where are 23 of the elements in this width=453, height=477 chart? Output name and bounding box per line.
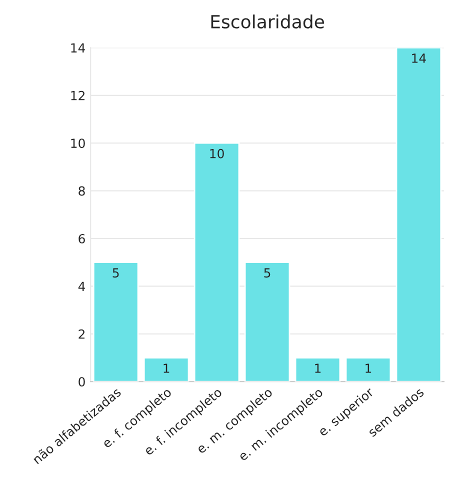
y-tick-label: 4 — [78, 282, 86, 291]
y-tick-label: 10 — [71, 138, 85, 148]
data-label: 1 — [315, 364, 321, 373]
bar — [92, 262, 139, 382]
bar — [143, 357, 190, 382]
bar — [345, 357, 392, 382]
y-tick-label: 8 — [78, 186, 85, 196]
bar — [396, 48, 442, 382]
data-label: 1 — [366, 364, 372, 373]
bar — [294, 357, 341, 382]
data-label: 10 — [210, 148, 224, 158]
y-tick-label: 2 — [78, 329, 84, 339]
data-label: 5 — [112, 268, 119, 278]
data-label: 5 — [264, 268, 270, 278]
y-tick-label: 0 — [78, 377, 85, 387]
data-label: 14 — [412, 54, 426, 63]
y-tick-label: 6 — [78, 234, 85, 244]
y-tick-label: 14 — [71, 43, 86, 52]
chart-title: Escolaridade — [211, 14, 324, 29]
data-label: 1 — [164, 364, 170, 373]
bar — [244, 262, 290, 382]
y-tick-label: 12 — [71, 90, 84, 100]
bar — [194, 142, 240, 382]
